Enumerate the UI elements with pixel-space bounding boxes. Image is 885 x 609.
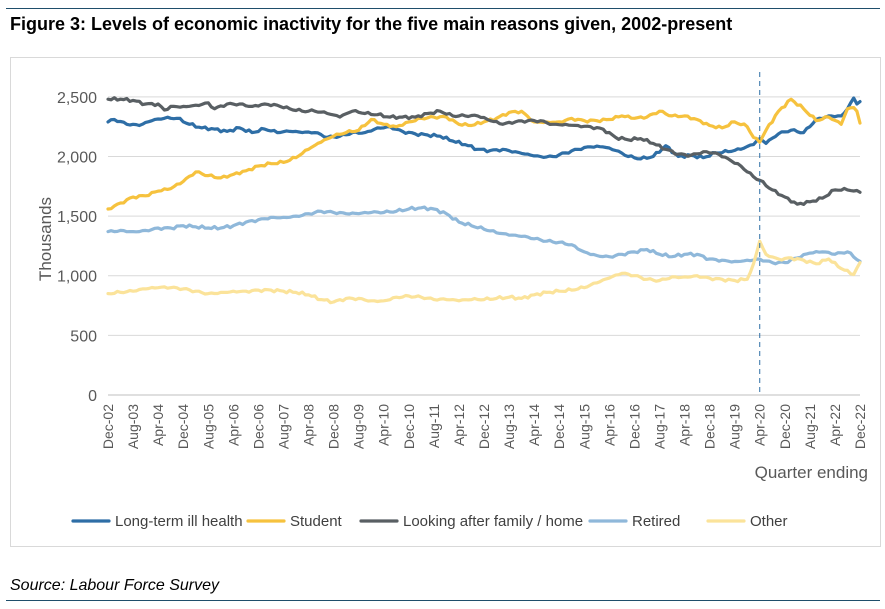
x-tick-label: Dec-16 (626, 404, 642, 449)
x-tick-label: Apr-08 (301, 404, 317, 446)
y-axis-title: Thousands (36, 197, 55, 281)
x-tick-label: Apr-18 (677, 404, 693, 446)
series-line (106, 96, 862, 161)
series-line (106, 239, 862, 305)
x-axis-title: Quarter ending (755, 463, 868, 482)
x-tick-label: Apr-04 (150, 404, 166, 446)
x-tick-label: Apr-16 (601, 404, 617, 446)
top-rule (6, 8, 880, 9)
y-tick-label: 1,500 (57, 209, 97, 226)
x-tick-label: Aug-05 (200, 404, 216, 449)
x-tick-label: Aug-13 (501, 404, 517, 449)
x-tick-label: Aug-19 (727, 404, 743, 449)
legend-label: Long-term ill health (115, 513, 243, 530)
bottom-rule (6, 600, 880, 601)
x-tick-label: Dec-10 (401, 404, 417, 449)
legend-label: Other (750, 513, 788, 530)
y-tick-label: 500 (70, 328, 97, 345)
x-tick-label: Dec-18 (702, 404, 718, 449)
x-tick-label: Aug-07 (275, 404, 291, 449)
gridlines (108, 96, 860, 396)
series-line (106, 96, 862, 206)
legend-label: Student (290, 513, 343, 530)
x-axis-ticks: Dec-02 Aug-03 Apr-04 Dec-04 Aug-05 Apr-06 Dec-… (100, 404, 868, 449)
x-tick-label: Dec-20 (777, 404, 793, 449)
line-chart: 0 500 1,000 1,500 2,000 2,500 Thousands Dec-0… (36, 72, 868, 530)
legend: Long-term ill health Student Looking after… (71, 513, 788, 530)
legend-label: Looking after family / home (403, 513, 583, 530)
x-tick-label: Dec-14 (551, 404, 567, 449)
series-line (106, 205, 862, 266)
x-tick-label: Apr-20 (752, 404, 768, 446)
x-tick-label: Apr-12 (451, 404, 467, 446)
series-lines (106, 96, 862, 305)
x-tick-label: Dec-06 (250, 404, 266, 449)
y-axis-ticks: 0 500 1,000 1,500 2,000 2,500 (57, 90, 97, 405)
x-tick-label: Apr-22 (827, 404, 843, 446)
x-tick-label: Dec-02 (100, 404, 116, 449)
x-tick-label: Dec-04 (175, 404, 191, 449)
x-tick-label: Aug-21 (802, 404, 818, 449)
x-tick-label: Aug-15 (576, 404, 592, 449)
y-tick-label: 2,000 (57, 149, 97, 166)
x-tick-label: Dec-08 (326, 404, 342, 449)
x-tick-label: Aug-09 (351, 404, 367, 449)
series-line (106, 97, 862, 211)
y-tick-label: 2,500 (57, 90, 97, 107)
x-tick-label: Aug-03 (125, 404, 141, 449)
y-tick-label: 1,000 (57, 269, 97, 286)
x-tick-label: Dec-22 (852, 404, 868, 449)
source-note: Source: Labour Force Survey (10, 577, 219, 594)
x-tick-label: Dec-12 (476, 404, 492, 449)
x-tick-label: Aug-11 (426, 404, 442, 448)
legend-label: Retired (632, 513, 680, 530)
x-tick-label: Aug-17 (651, 404, 667, 449)
chart-frame: 0 500 1,000 1,500 2,000 2,500 Thousands Dec-0… (10, 57, 881, 547)
x-tick-label: Apr-14 (526, 404, 542, 446)
x-tick-label: Apr-10 (376, 404, 392, 446)
figure-title: Figure 3: Levels of economic inactivity … (10, 14, 733, 34)
x-tick-label: Apr-06 (225, 404, 241, 446)
y-tick-label: 0 (88, 388, 97, 405)
